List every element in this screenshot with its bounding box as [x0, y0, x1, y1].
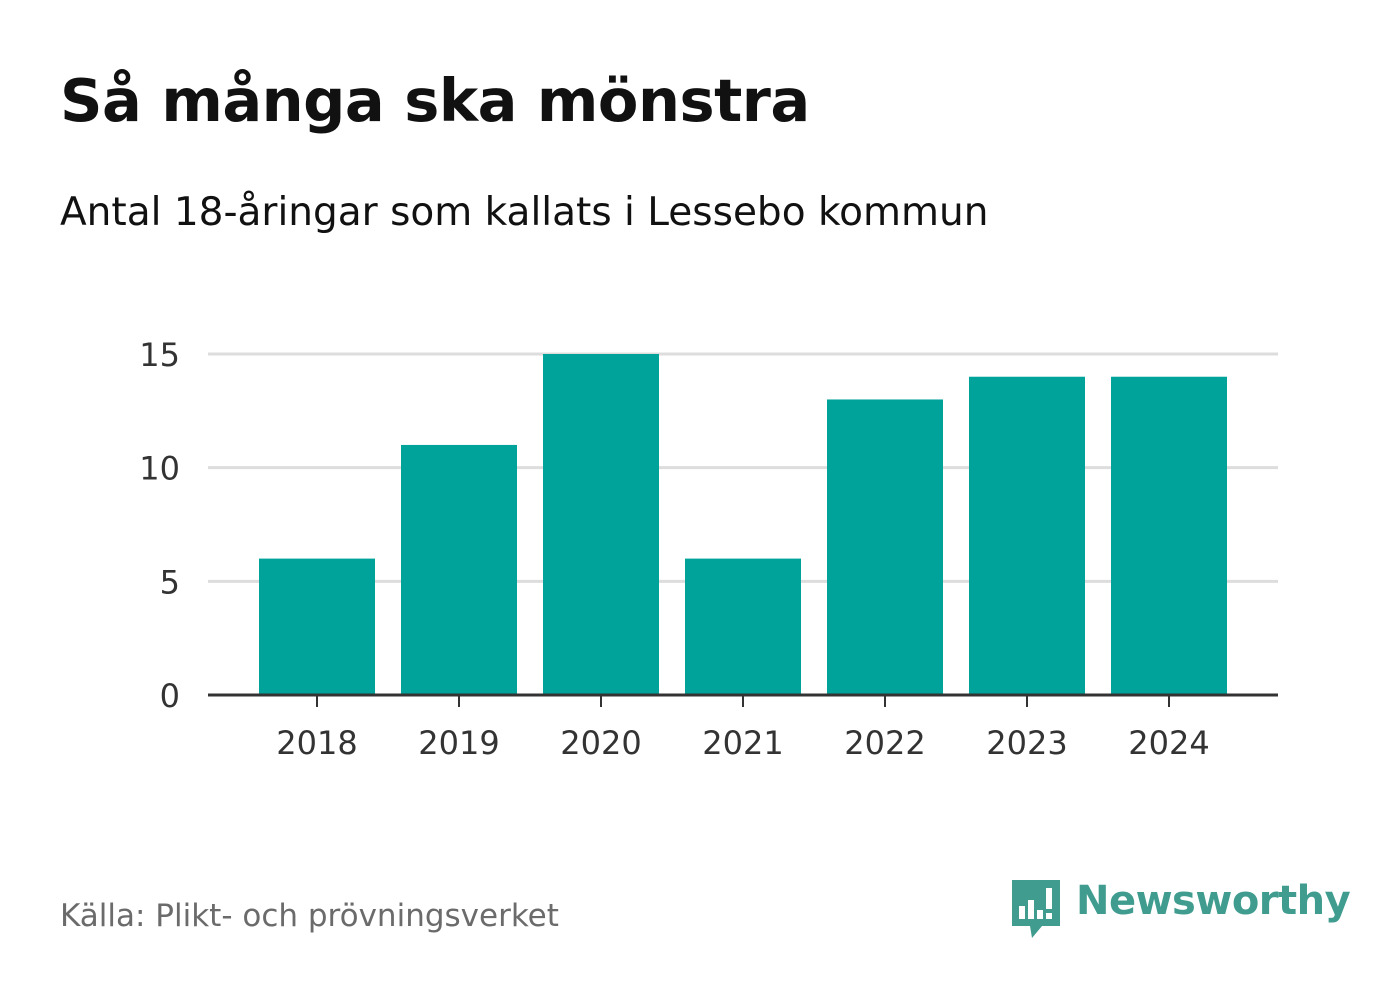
chart-title: Så många ska mönstra [60, 66, 810, 135]
bar-2020 [543, 354, 659, 695]
y-tick-label: 10 [139, 450, 180, 488]
x-tick-label: 2018 [276, 724, 357, 762]
bar-2022 [827, 399, 943, 695]
bars [259, 354, 1227, 695]
bar-2021 [685, 558, 801, 695]
x-axis [208, 693, 1278, 707]
x-tick-label: 2019 [418, 724, 499, 762]
x-tick-label: 2024 [1128, 724, 1209, 762]
brand-name: Newsworthy [1076, 878, 1351, 924]
source-note: Källa: Plikt- och prövningsverket [60, 898, 559, 934]
x-tick-label: 2021 [702, 724, 783, 762]
x-tick-label: 2022 [844, 724, 925, 762]
chart-subtitle: Antal 18-åringar som kallats i Lessebo k… [60, 190, 989, 235]
bar-2019 [401, 444, 517, 695]
bar-2024 [1111, 376, 1227, 695]
newsworthy-chart-bubble-icon [1012, 880, 1060, 938]
bar-2018 [259, 558, 375, 695]
y-tick-label: 0 [160, 677, 180, 715]
x-tick-labels: 2018 2019 2020 2021 2022 2023 2024 [276, 724, 1209, 762]
brand: Newsworthy [1010, 876, 1351, 942]
y-tick-label: 5 [160, 563, 180, 601]
x-tick-label: 2020 [560, 724, 641, 762]
bar-2023 [969, 376, 1085, 695]
y-tick-label: 15 [139, 336, 180, 374]
y-tick-labels: 0 5 10 15 [139, 336, 180, 715]
x-tick-label: 2023 [986, 724, 1067, 762]
